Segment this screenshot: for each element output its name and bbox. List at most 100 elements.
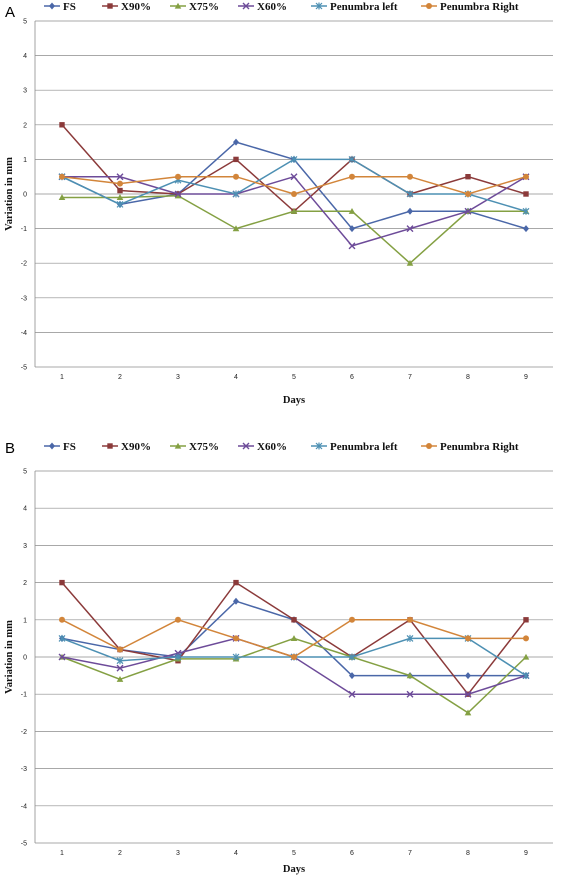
legend-marker	[315, 2, 323, 10]
x-tick-label: 2	[118, 374, 122, 381]
legend: FS X90% X75% X60% Penumbra left Penumbra Righ…	[44, 1, 519, 13]
legend-item: Penumbra Right	[421, 441, 519, 453]
data-point	[523, 191, 529, 197]
data-point	[465, 191, 471, 197]
series-penumbra-left	[58, 155, 530, 215]
x-tick-label: 9	[524, 850, 528, 857]
y-tick-label: 3	[23, 543, 27, 550]
data-point	[59, 173, 65, 180]
legend-item: X60%	[238, 441, 287, 453]
data-point	[522, 653, 530, 660]
legend: FS X90% X75% X60% Penumbra left Penumbra Righ…	[44, 441, 519, 453]
data-point	[348, 653, 356, 661]
data-point	[348, 155, 356, 163]
data-point	[117, 187, 123, 194]
data-point	[59, 579, 65, 586]
x-tick-label: 7	[408, 850, 412, 857]
y-tick-label: -5	[21, 841, 27, 848]
y-tick-label: -3	[21, 295, 27, 302]
y-tick-label: -1	[21, 226, 27, 233]
y-tick-labels: 5 4 3 2 1 0 -1 -2 -3 -4 -5	[21, 469, 27, 848]
legend-marker	[174, 442, 182, 449]
y-tick-label: 3	[23, 88, 27, 95]
data-point	[291, 654, 297, 660]
x-tick-label: 4	[234, 374, 238, 381]
y-tick-label: -2	[21, 729, 27, 736]
legend-item: FS	[44, 441, 76, 453]
legend-label: FS	[63, 1, 76, 13]
data-point	[232, 190, 240, 198]
y-tick-label: -4	[21, 803, 27, 810]
data-point	[116, 200, 124, 208]
legend-label: Penumbra left	[330, 441, 398, 453]
series-line	[61, 637, 527, 695]
data-point	[406, 259, 414, 266]
legend-label: Penumbra left	[330, 1, 398, 13]
y-tick-labels: 5 4 3 2 1 0 -1 -2 -3 -4 -5	[21, 19, 27, 372]
legend-marker	[242, 442, 250, 450]
data-point	[348, 690, 356, 698]
data-point	[406, 190, 414, 198]
data-point	[523, 225, 529, 233]
data-point	[233, 635, 239, 642]
data-point	[290, 208, 298, 214]
data-point	[465, 635, 471, 642]
y-tick-label: 5	[23, 469, 27, 476]
y-tick-label: 1	[23, 157, 27, 164]
data-point	[406, 672, 414, 679]
legend-marker	[242, 2, 250, 10]
legend-label: X90%	[121, 441, 151, 453]
x-tick-label: 3	[176, 374, 180, 381]
data-point	[407, 173, 413, 180]
x-tick-label: 9	[524, 374, 528, 381]
chart-a-canvas: 5 4 3 2 1 0 -1 -2 -3 -4 -5 1 2 3 4 5 6 7 8 9 Days Variation i…	[4, 1, 553, 406]
y-axis-title: Variation in mm	[4, 157, 15, 231]
x-tick-labels: 1 2 3 4 5 6 7 8 9	[60, 850, 528, 857]
series-line	[61, 141, 527, 230]
data-point	[406, 225, 414, 233]
chart-b-canvas: 5 4 3 2 1 0 -1 -2 -3 -4 -5 1 2 3 4 5 6 7 8 9 Days Variation i…	[4, 441, 553, 875]
legend-label: FS	[63, 441, 76, 453]
panel-label: B	[5, 440, 16, 457]
gridlines	[35, 20, 553, 368]
data-point	[233, 597, 239, 605]
data-point	[232, 225, 240, 232]
data-point	[349, 672, 355, 680]
x-tick-label: 8	[466, 850, 470, 857]
legend-label: Penumbra Right	[440, 441, 519, 453]
legend-item: X90%	[102, 441, 151, 453]
legend-marker	[174, 2, 182, 9]
data-point	[233, 156, 239, 163]
y-tick-label: -1	[21, 692, 27, 699]
data-point	[116, 173, 124, 181]
data-point	[522, 672, 530, 680]
data-point	[523, 635, 529, 642]
series-line	[61, 124, 527, 213]
legend-item: Penumbra left	[311, 441, 398, 453]
data-point	[522, 207, 530, 215]
data-point	[290, 635, 298, 641]
legend-label: X60%	[257, 1, 287, 13]
data-point	[523, 617, 529, 623]
legend-item: X75%	[170, 441, 219, 453]
legend-marker	[107, 443, 113, 449]
legend-marker	[49, 442, 55, 450]
data-point	[349, 225, 355, 233]
legend-marker	[315, 442, 323, 450]
y-tick-label: 4	[23, 53, 27, 60]
x-tick-label: 7	[408, 374, 412, 381]
legend-label: Penumbra Right	[440, 1, 519, 13]
data-point	[117, 180, 123, 187]
legend-label: X60%	[257, 441, 287, 453]
x-tick-label: 3	[176, 850, 180, 857]
data-point	[291, 191, 297, 197]
data-point	[174, 190, 182, 198]
data-point	[464, 690, 472, 698]
data-point	[58, 653, 66, 661]
data-point	[116, 194, 124, 201]
x-tick-label: 1	[60, 850, 64, 857]
data-point	[58, 634, 66, 642]
data-point	[348, 242, 356, 250]
y-tick-label: -5	[21, 365, 27, 372]
legend-item: X60%	[238, 1, 287, 13]
